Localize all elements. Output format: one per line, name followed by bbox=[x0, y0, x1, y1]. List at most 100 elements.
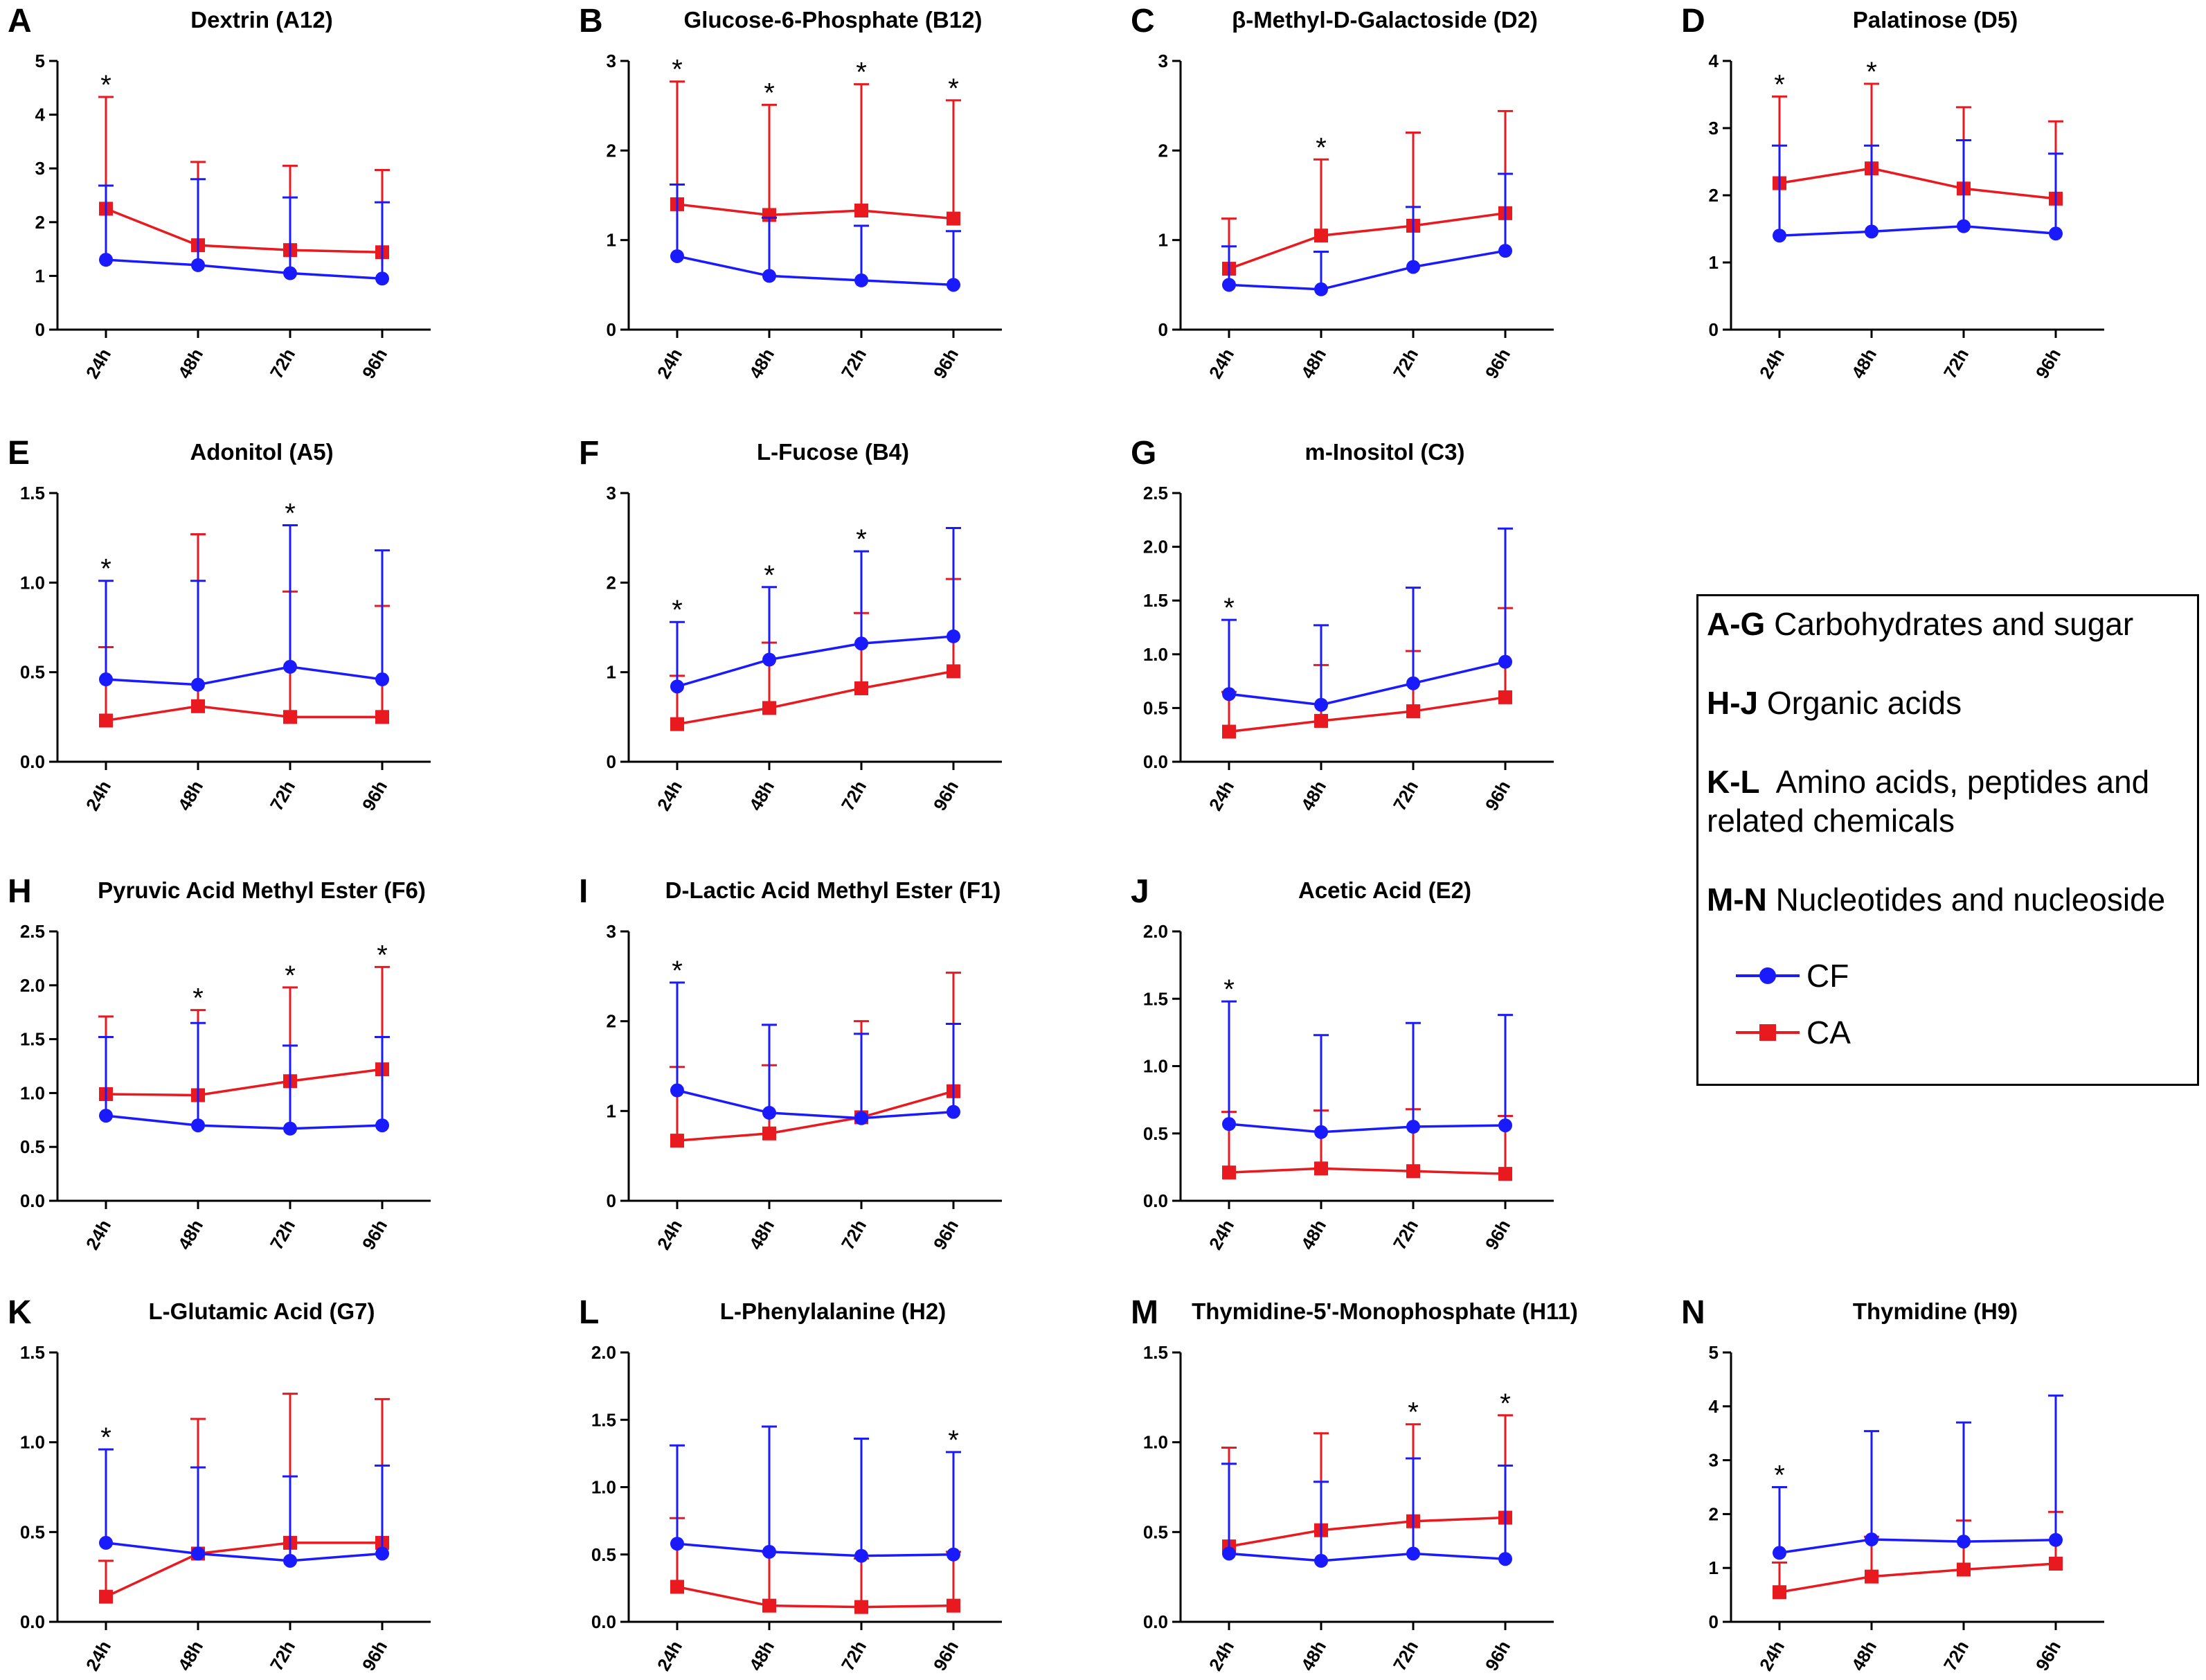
data-point bbox=[854, 681, 868, 695]
data-point bbox=[375, 271, 389, 286]
significance-star: * bbox=[100, 554, 111, 584]
x-tick-label: 72h bbox=[1939, 345, 1973, 382]
y-tick-label: 1.0 bbox=[20, 572, 45, 593]
data-point bbox=[1865, 1532, 1878, 1546]
x-tick-label: 48h bbox=[174, 345, 207, 382]
x-tick-label: 48h bbox=[1847, 345, 1881, 382]
data-point bbox=[1314, 697, 1328, 712]
legend-ca-symbol bbox=[1736, 1024, 1800, 1041]
series-ca bbox=[98, 96, 390, 260]
x-tick-label: 96h bbox=[929, 345, 962, 382]
chart-panel-k: K L-Glutamic Acid (G7) 0.0 0.5 1.0 1.5 24h 48h 7… bbox=[8, 1294, 431, 1674]
legend-category-text-line2: related chemicals bbox=[1707, 803, 1955, 839]
data-point bbox=[191, 258, 205, 272]
series-line bbox=[105, 258, 383, 280]
x-tick-label: 24h bbox=[653, 345, 686, 382]
chart-title: Glucose-6-Phosphate (B12) bbox=[684, 7, 983, 33]
y-tick-label: 4 bbox=[35, 105, 46, 125]
data-point bbox=[99, 1589, 113, 1604]
y-tick-label: 5 bbox=[35, 51, 45, 71]
x-tick-label: 96h bbox=[2032, 345, 2065, 382]
data-point bbox=[854, 1111, 868, 1125]
x-tick-label: 24h bbox=[1205, 1637, 1238, 1674]
data-point bbox=[762, 269, 776, 283]
data-point bbox=[670, 1580, 684, 1594]
y-tick-label: 1 bbox=[1709, 1557, 1719, 1578]
significance-star: * bbox=[1866, 57, 1877, 87]
data-point bbox=[762, 1126, 776, 1141]
y-tick-label: 0.5 bbox=[1143, 1123, 1168, 1144]
y-tick-label: 1 bbox=[35, 265, 45, 286]
significance-star: * bbox=[856, 524, 867, 555]
x-tick-label: 96h bbox=[929, 1637, 962, 1674]
data-point bbox=[1314, 1161, 1328, 1176]
chart-title: Pyruvic Acid Methyl Ester (F6) bbox=[98, 877, 426, 903]
data-point bbox=[947, 1547, 960, 1562]
y-tick-label: 0.5 bbox=[1143, 1521, 1168, 1542]
x-tick-label: 96h bbox=[1481, 345, 1514, 382]
y-tick-label: 1.0 bbox=[20, 1082, 45, 1103]
data-point bbox=[375, 1546, 389, 1561]
y-tick-label: 2 bbox=[1158, 140, 1168, 161]
legend-category-code: H-J bbox=[1707, 685, 1759, 721]
y-tick-label: 0.0 bbox=[20, 1611, 45, 1632]
series-cf bbox=[98, 1021, 390, 1136]
x-tick-label: 24h bbox=[1755, 345, 1788, 382]
series-cf bbox=[670, 1425, 961, 1563]
chart-title: Adonitol (A5) bbox=[190, 439, 333, 465]
data-point bbox=[1773, 1546, 1786, 1560]
series-ca bbox=[670, 972, 961, 1148]
chart-panel-d: D Palatinose (D5) 0 1 2 3 4 24h 48h 72h 96h * * bbox=[1681, 3, 2104, 382]
legend-series-ca: CA bbox=[1733, 1012, 1851, 1053]
data-point bbox=[1865, 1569, 1878, 1584]
data-point bbox=[1406, 1546, 1420, 1561]
data-point bbox=[99, 1109, 113, 1123]
series-cf bbox=[98, 1448, 390, 1568]
data-point bbox=[1406, 704, 1420, 719]
series-line bbox=[105, 1542, 383, 1562]
data-point bbox=[762, 701, 776, 715]
data-point bbox=[1406, 676, 1420, 690]
chart-panel-b: B Glucose-6-Phosphate (B12) 0 1 2 3 24h 48h 72h 9… bbox=[579, 3, 1002, 382]
panel-letter: A bbox=[8, 3, 32, 39]
significance-star: * bbox=[285, 960, 296, 991]
chart-title: L-Phenylalanine (H2) bbox=[720, 1298, 946, 1324]
x-tick-label: 24h bbox=[82, 1637, 115, 1674]
x-tick-label: 48h bbox=[745, 345, 778, 382]
x-tick-label: 48h bbox=[1297, 345, 1330, 382]
y-tick-label: 5 bbox=[1709, 1342, 1719, 1363]
y-tick-label: 3 bbox=[607, 51, 616, 71]
series-ca bbox=[98, 533, 390, 728]
significance-star: * bbox=[1316, 132, 1327, 163]
legend-category-code: A-G bbox=[1707, 606, 1766, 642]
y-tick-label: 1.5 bbox=[20, 1342, 45, 1363]
y-tick-label: 1.0 bbox=[1143, 644, 1168, 665]
x-tick-label: 72h bbox=[837, 1216, 870, 1253]
data-point bbox=[854, 1548, 868, 1563]
series-ca bbox=[670, 80, 961, 226]
y-tick-label: 0.0 bbox=[1143, 1611, 1168, 1632]
data-point bbox=[1498, 690, 1512, 704]
legend-series-name: CF bbox=[1806, 958, 1849, 994]
data-point bbox=[99, 253, 113, 267]
chart-panel-a: A Dextrin (A12) 0 1 2 3 4 5 24h 48h 72h 96h * bbox=[8, 3, 431, 382]
chart-panel-j: J Acetic Acid (E2) 0.0 0.5 1.0 1.5 2.0 24h 48h 72… bbox=[1131, 873, 1554, 1253]
series-line bbox=[105, 1542, 382, 1598]
legend-series-cf: CF bbox=[1733, 955, 1849, 997]
significance-star: * bbox=[1408, 1397, 1419, 1428]
y-tick-label: 0 bbox=[1709, 1611, 1719, 1632]
series-line bbox=[1228, 696, 1506, 733]
significance-star: * bbox=[948, 1425, 959, 1456]
chart-panel-i: I D-Lactic Acid Methyl Ester (F1) 0 1 2 3 24h 4… bbox=[579, 873, 1002, 1253]
series-ca bbox=[1772, 82, 2063, 206]
data-point bbox=[1498, 1118, 1512, 1133]
x-tick-label: 96h bbox=[1481, 777, 1514, 814]
y-tick-label: 0.0 bbox=[591, 1611, 616, 1632]
legend-category-text: Carbohydrates and sugar bbox=[1774, 606, 2134, 642]
data-point bbox=[191, 1546, 205, 1561]
legend-category-k-l: K-L Amino acids, peptides and related ch… bbox=[1707, 762, 2149, 840]
series-cf bbox=[1221, 527, 1513, 712]
data-point bbox=[947, 278, 960, 292]
data-point bbox=[375, 710, 389, 724]
series-line bbox=[105, 1068, 383, 1097]
